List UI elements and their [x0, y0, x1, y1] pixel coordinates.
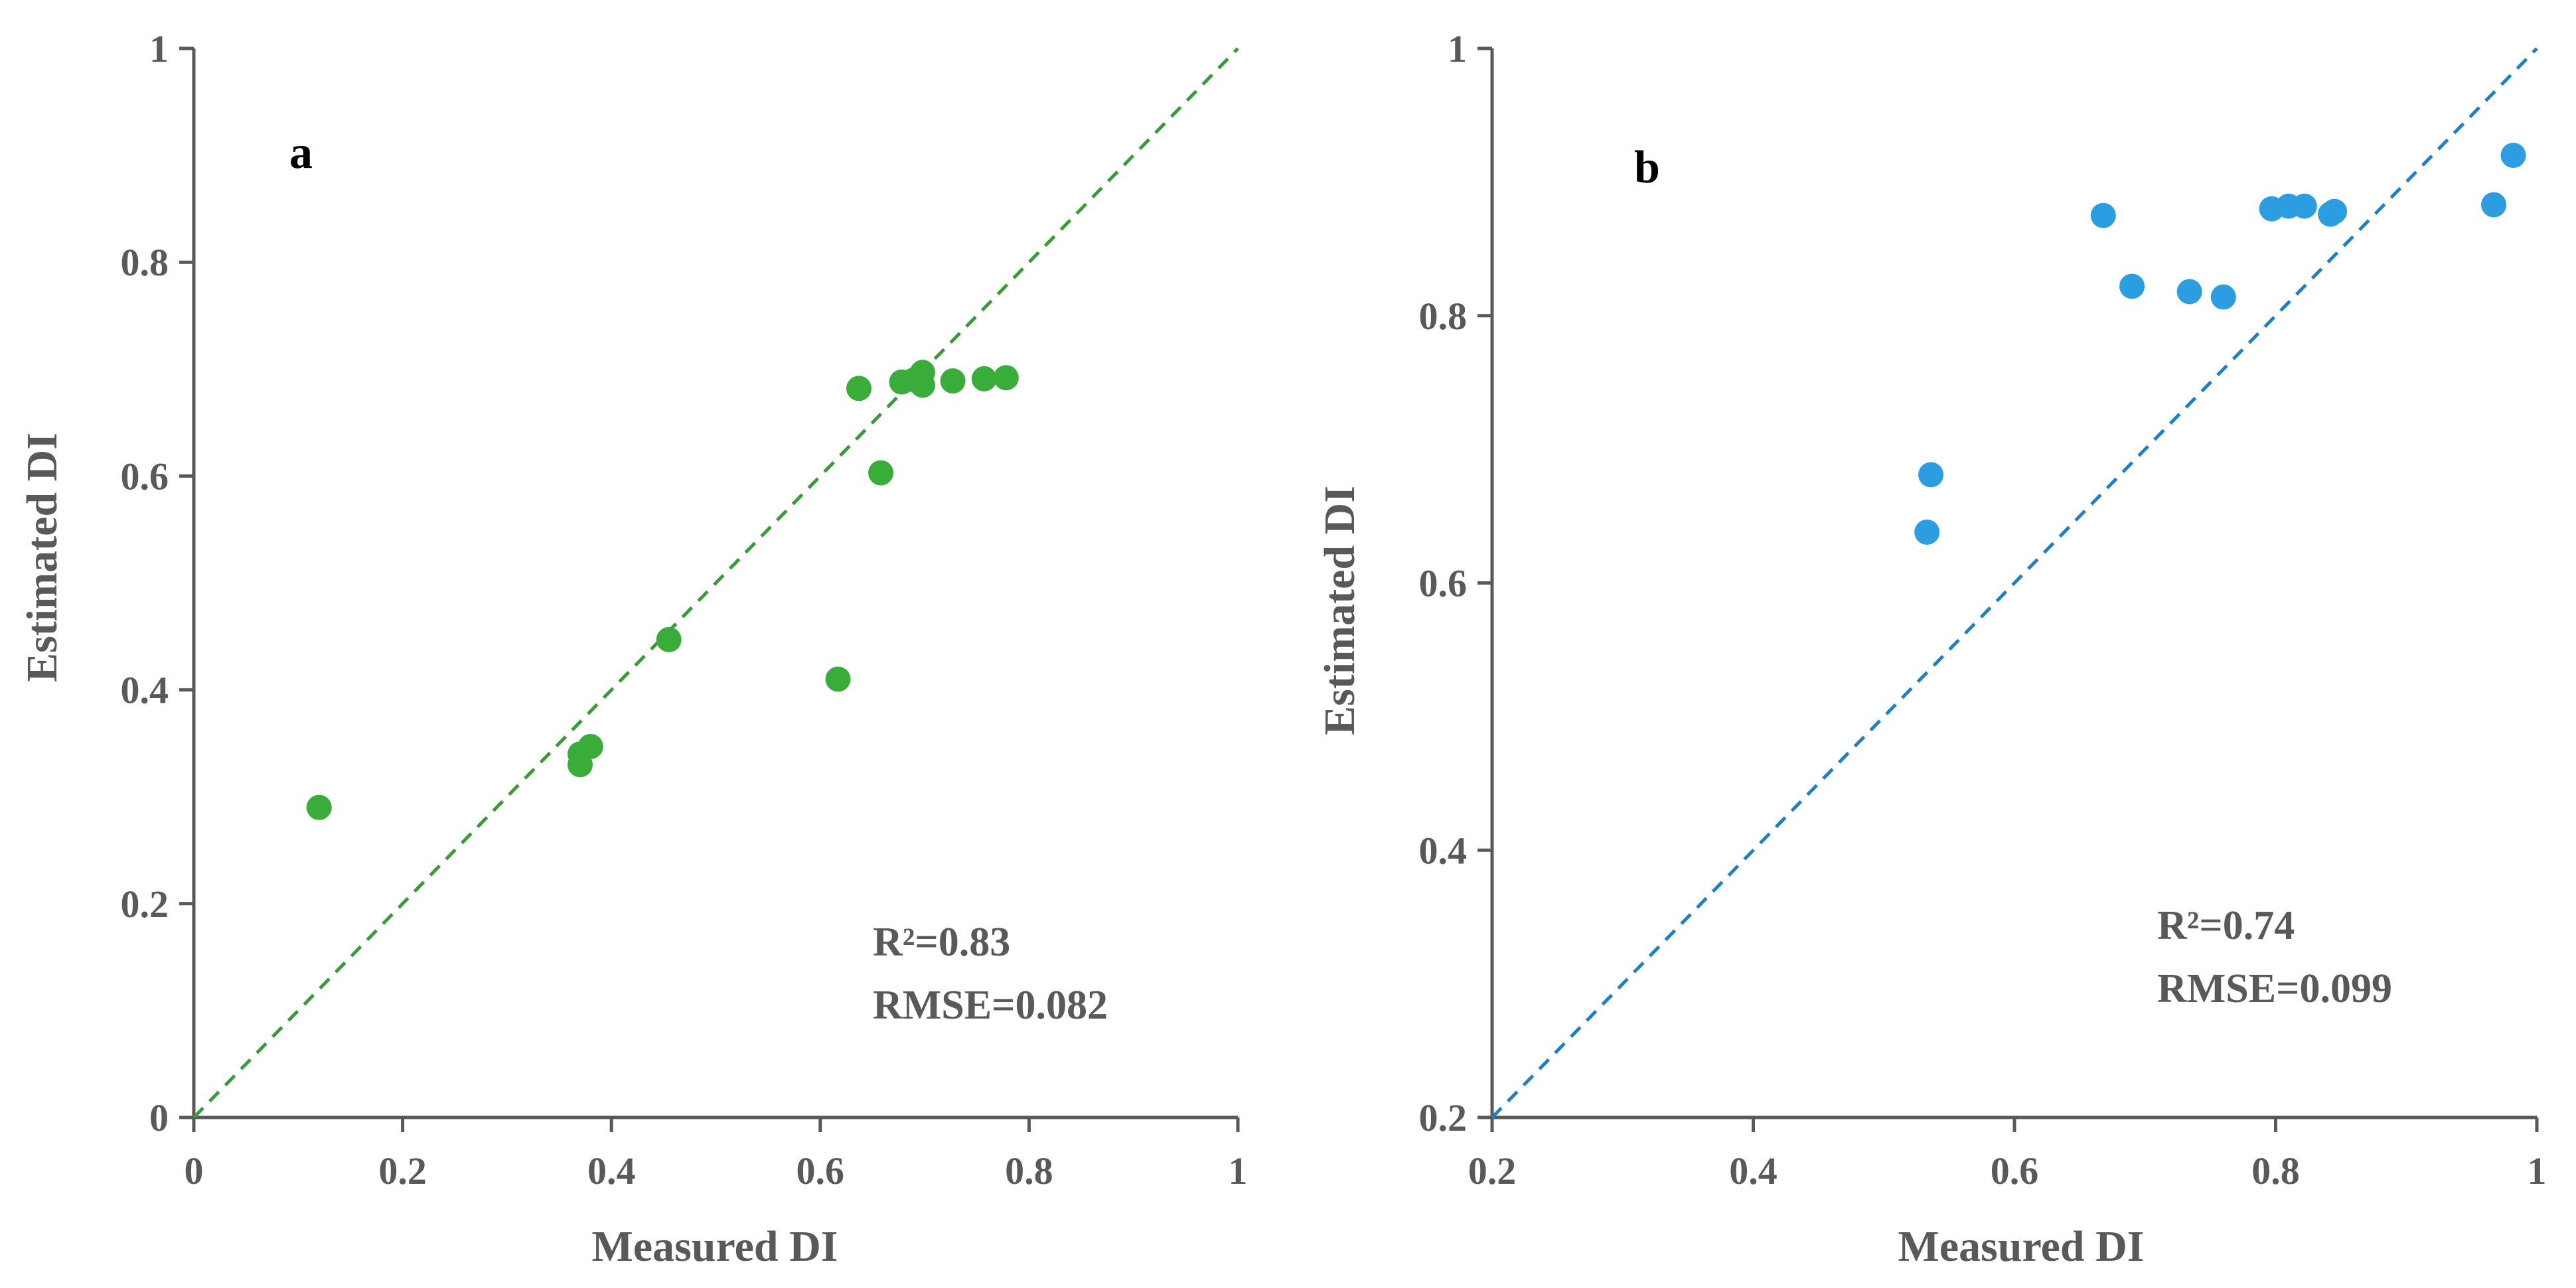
- panel-b-data-point: [2500, 143, 2526, 169]
- panel-a-y-tick-label: 0.8: [121, 241, 169, 284]
- panel-a-data-point: [993, 365, 1019, 391]
- panel-b-r2: R²=0.74: [2157, 903, 2295, 948]
- panel-b-reference-line: [1491, 47, 2538, 1119]
- panel-a-y-tick-label: 0.2: [121, 883, 169, 926]
- panel-a-ylabel: Estimated DI: [18, 433, 66, 682]
- panel-a-data-point: [825, 666, 851, 692]
- panel-a-x-tick-label: 0.6: [796, 1149, 845, 1192]
- panel-b-letter: b: [1634, 142, 1660, 193]
- panel-b-y-tick-label: 0.6: [1419, 562, 1468, 605]
- panel-b-data-point: [2481, 192, 2507, 218]
- panel-b-data-point: [2291, 193, 2317, 219]
- panel-b-y-tick-label: 1: [1448, 27, 1467, 70]
- panel-a-data-point: [306, 794, 332, 820]
- panel-b-data-point: [1918, 462, 1944, 488]
- panel-a-data-point: [577, 733, 603, 759]
- panel-b-x-tick-label: 0.2: [1468, 1149, 1517, 1192]
- panel-a-y-tick-label: 0.4: [121, 669, 169, 712]
- panel-a-x-tick-label: 0.4: [587, 1149, 636, 1192]
- panel-a-letter: a: [289, 127, 313, 179]
- panel-b-x-tick-label: 0.4: [1729, 1149, 1778, 1192]
- panel-b-data-point: [2176, 279, 2202, 305]
- panel-a-x-tick-label: 0: [185, 1149, 204, 1192]
- panel-a-rmse: RMSE=0.082: [873, 983, 1108, 1028]
- panel-a: a R²=0.83 RMSE=0.082 Measured DI Estimat…: [18, 27, 1248, 1271]
- panel-b-data-point: [2210, 284, 2236, 310]
- panel-a-y-tick-label: 1: [149, 27, 169, 70]
- panel-b-data-point: [2119, 273, 2145, 299]
- panel-b-data-point: [1914, 519, 1940, 545]
- panel-b-rmse: RMSE=0.099: [2157, 966, 2392, 1011]
- panel-a-y-tick-label: 0.6: [121, 455, 169, 498]
- panel-a-xlabel: Measured DI: [592, 1222, 838, 1271]
- panel-b-data-point: [2090, 202, 2116, 228]
- panel-b-data-point: [2322, 198, 2348, 224]
- panel-a-data-point: [909, 372, 935, 398]
- panel-b-y-tick-label: 0.8: [1419, 295, 1468, 338]
- panel-b-x-tick-label: 0.8: [2251, 1149, 2300, 1192]
- panel-a-data-point: [656, 626, 682, 652]
- panel-a-data-point: [846, 376, 872, 401]
- panel-a-reference-line: [192, 47, 1239, 1119]
- panel-a-data-point: [868, 460, 894, 486]
- panel-a-y-tick-label: 0: [149, 1096, 169, 1139]
- panel-a-x-tick-label: 1: [1229, 1149, 1248, 1192]
- panel-b: b R²=0.74 RMSE=0.099 Measured DI Estimat…: [1316, 27, 2547, 1271]
- panel-b-x-tick-label: 0.6: [1991, 1149, 2039, 1192]
- panel-a-data-point: [940, 368, 966, 394]
- panel-b-xlabel: Measured DI: [1898, 1222, 2145, 1271]
- panel-b-y-tick-label: 0.2: [1419, 1096, 1468, 1139]
- panel-a-data-point: [971, 366, 997, 392]
- panel-a-x-tick-label: 0.8: [1005, 1149, 1053, 1192]
- panel-b-x-tick-label: 1: [2528, 1149, 2547, 1192]
- panel-b-y-tick-label: 0.4: [1419, 829, 1468, 872]
- panel-a-r2: R²=0.83: [873, 920, 1010, 965]
- panel-a-x-tick-label: 0.2: [378, 1149, 427, 1192]
- panel-b-ylabel: Estimated DI: [1316, 486, 1364, 735]
